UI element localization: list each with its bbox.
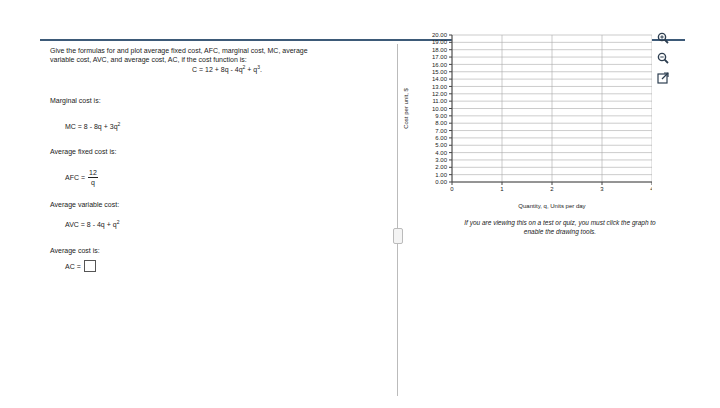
html-text:Marginal cost is:: Marginal cost is: — [50, 97, 101, 104]
svg-text:1: 1 — [500, 186, 504, 192]
svg-text:13.00: 13.00 — [432, 84, 448, 90]
svg-text:0: 0 — [450, 186, 454, 192]
html-text:Average variable cost:: Average variable cost: — [50, 201, 120, 208]
svg-text:3: 3 — [600, 186, 604, 192]
svg-text:1.00: 1.00 — [435, 172, 447, 178]
svg-text:14.00: 14.00 — [432, 76, 448, 82]
svg-text:6.00: 6.00 — [435, 135, 447, 141]
html-text:12: 12 — [89, 169, 97, 176]
svg-text:10.00: 10.00 — [432, 106, 448, 112]
html-text:AFC =: AFC = — [65, 174, 85, 181]
html-text:variable cost, AVC, and averag: variable cost, AVC, and average cost, AC… — [50, 56, 247, 63]
svg-text:8.00: 8.00 — [435, 120, 447, 126]
svg-text:18.00: 18.00 — [432, 47, 448, 53]
svg-text:Quantity, q, Units per day: Quantity, q, Units per day — [518, 203, 585, 209]
svg-text:5.00: 5.00 — [435, 142, 447, 148]
svg-text:3.00: 3.00 — [435, 157, 447, 163]
html-text:Give the formulas for and plot: Give the formulas for and plot average f… — [50, 47, 308, 54]
svg-text:2: 2 — [550, 186, 554, 192]
svg-text:20.00: 20.00 — [432, 32, 448, 38]
html-text:If you are viewing this on a t: If you are viewing this on a test or qui… — [464, 219, 656, 226]
svg-text:0.00: 0.00 — [435, 179, 447, 185]
svg-text:15.00: 15.00 — [432, 69, 448, 75]
svg-text:Cost per unit, $: Cost per unit, $ — [403, 87, 409, 128]
svg-text:19.00: 19.00 — [432, 39, 448, 45]
svg-text:4: 4 — [650, 186, 652, 192]
svg-text:16.00: 16.00 — [432, 62, 448, 68]
html-text:q: q — [91, 179, 95, 186]
svg-text:12.00: 12.00 — [432, 91, 448, 97]
html-text:enable the drawing tools.: enable the drawing tools. — [523, 228, 597, 235]
svg-text:17.00: 17.00 — [432, 54, 448, 60]
html-text:C = 12 + 8q - 4q2+ q3.: C = 12 + 8q - 4q2+ q3. — [192, 63, 262, 73]
html-text:AVC = 8 - 4q + q2: AVC = 8 - 4q + q2 — [65, 218, 120, 228]
svg-text:2.00: 2.00 — [435, 164, 447, 170]
html-text:AC =: AC = — [65, 262, 81, 270]
svg-text:11.00: 11.00 — [432, 98, 447, 104]
html-text:MC = 8 - 8q + 3q2: MC = 8 - 8q + 3q2 — [65, 120, 121, 130]
html-text:Average cost is:: Average cost is: — [50, 247, 100, 254]
svg-text:9.00: 9.00 — [435, 113, 447, 119]
svg-text:7.00: 7.00 — [435, 128, 447, 134]
html-text:Average fixed cost is:: Average fixed cost is: — [50, 148, 117, 155]
svg-text:4.00: 4.00 — [435, 150, 447, 156]
